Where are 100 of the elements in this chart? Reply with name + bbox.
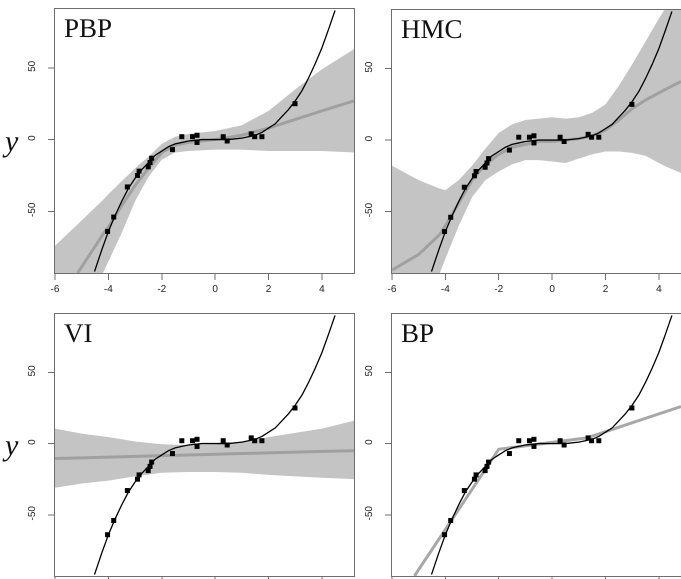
point [562, 442, 567, 448]
point [105, 532, 110, 538]
point [149, 156, 154, 161]
point [526, 438, 532, 444]
y-tick-label: 50 [364, 364, 375, 376]
point [111, 518, 116, 523]
point [516, 134, 522, 140]
point [558, 134, 563, 140]
point [111, 214, 116, 220]
point [136, 168, 142, 174]
point [484, 464, 490, 469]
point [589, 438, 594, 444]
y-axis-title: y [2, 429, 19, 462]
line-series [412, 405, 681, 576]
y-tick-label: 50 [27, 364, 38, 376]
point [105, 228, 110, 234]
point [194, 132, 200, 138]
x-tick-label: -2 [157, 284, 167, 295]
x-tick-label: 0 [549, 284, 556, 295]
point [506, 451, 512, 456]
point [149, 460, 154, 465]
point [442, 532, 448, 538]
point [526, 134, 532, 140]
point [448, 518, 454, 523]
point [252, 134, 258, 140]
chart-title: HMC [401, 14, 463, 44]
point [194, 444, 200, 449]
point [170, 147, 175, 152]
point [220, 134, 226, 140]
point [589, 134, 594, 140]
y-tick-label: 0 [364, 438, 375, 445]
point [516, 438, 522, 444]
point [124, 184, 130, 190]
point [220, 438, 226, 444]
x-tick-label: 2 [266, 284, 272, 295]
point [146, 164, 151, 170]
point [474, 169, 479, 174]
y-tick-label: -50 [27, 506, 38, 520]
point [531, 133, 536, 138]
point [562, 139, 567, 144]
x-tick-label: 4 [319, 284, 326, 295]
point [124, 488, 130, 494]
point [148, 464, 153, 469]
point [292, 405, 298, 410]
point [531, 444, 536, 449]
point [596, 438, 602, 444]
y-tick-label: 0 [27, 134, 38, 141]
y-tick-label: 0 [364, 135, 375, 142]
point [292, 101, 298, 106]
point [194, 436, 200, 442]
line-series [76, 99, 354, 273]
x-tick-label: 0 [212, 284, 218, 295]
line-series [94, 314, 336, 576]
y-tick-label: -50 [364, 506, 375, 520]
point [531, 436, 536, 442]
point [472, 173, 477, 178]
point [190, 134, 195, 140]
point [506, 148, 512, 153]
chart-title: PBP [64, 13, 112, 43]
point [134, 172, 140, 178]
point [596, 134, 602, 140]
point [629, 102, 634, 107]
point [462, 184, 467, 190]
x-tick-label: -4 [440, 284, 450, 295]
point [148, 160, 153, 166]
point [442, 229, 448, 234]
y-tick-label: 50 [364, 61, 375, 73]
point [179, 438, 184, 444]
x-tick-label: -2 [494, 284, 504, 295]
line-series [55, 449, 354, 460]
chart-title: BP [401, 318, 434, 348]
y-tick-label: -50 [27, 202, 38, 218]
point [558, 438, 563, 444]
x-tick-label: -6 [388, 284, 397, 295]
point [179, 134, 184, 140]
point [259, 134, 264, 140]
point [259, 438, 264, 444]
point [484, 160, 490, 166]
point [252, 438, 258, 444]
y-tick-label: 0 [27, 438, 38, 445]
point [190, 438, 195, 444]
y-tick-label: -50 [364, 202, 375, 218]
point [136, 472, 142, 478]
point [474, 472, 479, 478]
x-tick-label: 2 [602, 284, 609, 295]
point [531, 140, 536, 146]
point [224, 442, 230, 448]
point [194, 140, 200, 145]
point [486, 156, 492, 162]
point [224, 138, 230, 144]
point [462, 488, 467, 494]
y-tick-label: 50 [27, 60, 38, 72]
x-tick-label: -6 [50, 284, 60, 295]
chart-title: VI [64, 318, 92, 348]
y-axis-title: y [2, 125, 19, 158]
x-tick-label: 4 [656, 284, 662, 295]
point [170, 451, 175, 456]
point [448, 214, 454, 220]
point [486, 460, 492, 465]
point [629, 405, 634, 410]
